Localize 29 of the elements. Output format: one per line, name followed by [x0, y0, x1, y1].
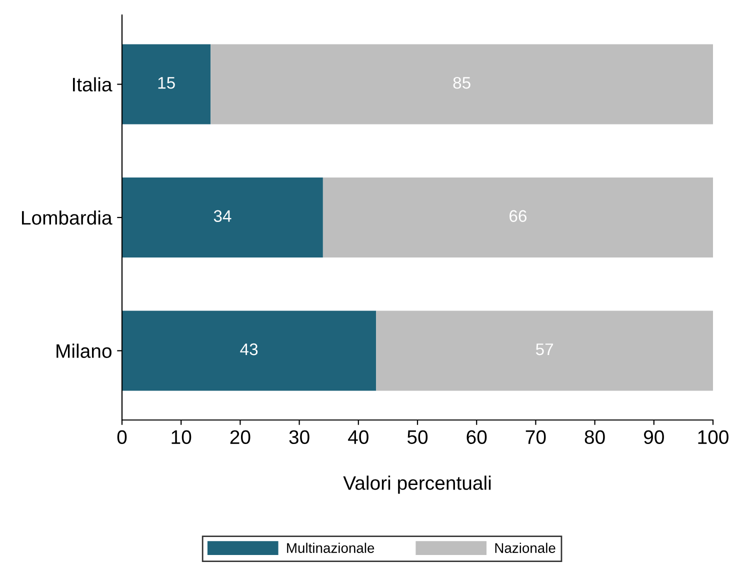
- data-label: 85: [453, 76, 470, 89]
- y-tick-label: Italia: [73, 77, 112, 92]
- x-tick-label: 30: [289, 430, 310, 444]
- x-tick-label: 0: [117, 430, 127, 444]
- x-tick-label: 70: [526, 430, 546, 444]
- data-label: 15: [158, 77, 175, 89]
- x-tick-label: 60: [466, 430, 487, 444]
- x-tick-label: 80: [584, 430, 605, 444]
- bar: [122, 178, 323, 258]
- legend-label: Multinazionale: [287, 542, 374, 553]
- data-label: 43: [240, 343, 258, 356]
- x-axis-title: Valori percentuali: [343, 476, 491, 494]
- bar: [322, 178, 713, 258]
- bar: [376, 310, 713, 391]
- data-label: 57: [536, 344, 553, 356]
- y-tick-label: Milano: [56, 344, 112, 358]
- y-tick-label: Lombardia: [22, 210, 112, 225]
- x-tick-label: 100: [698, 430, 728, 444]
- x-tick-label: 20: [230, 430, 250, 444]
- legend-label: Nazionale: [495, 542, 556, 553]
- x-tick-label: 50: [407, 430, 428, 444]
- data-label: 66: [510, 210, 527, 222]
- bar: [210, 44, 713, 124]
- x-tick-label: 10: [172, 430, 192, 444]
- data-label: 34: [214, 210, 232, 222]
- x-tick-label: 90: [644, 430, 664, 444]
- bar: [122, 310, 376, 391]
- x-tick-label: 40: [348, 430, 368, 444]
- bar: [122, 44, 211, 124]
